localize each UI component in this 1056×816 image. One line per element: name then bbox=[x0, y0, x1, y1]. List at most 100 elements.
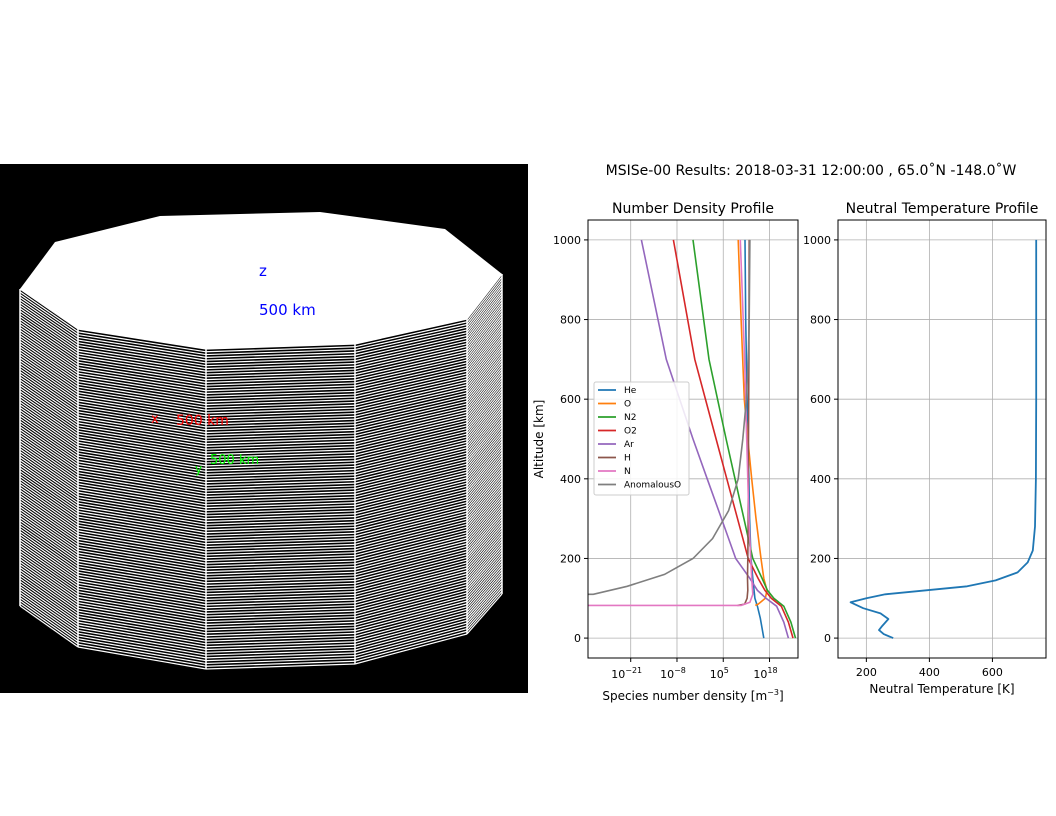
cylinder-stripe-line bbox=[77, 530, 207, 553]
cylinder-stripe-line bbox=[19, 310, 79, 352]
cylinder-stripe-line bbox=[466, 376, 503, 421]
cylinder-stripe-line bbox=[77, 580, 207, 603]
cylinder-stripe-line bbox=[354, 564, 468, 596]
cylinder-stripe-line bbox=[466, 295, 503, 342]
cylinder-stripe-line bbox=[19, 305, 79, 347]
cylinder-stripe-line bbox=[354, 364, 468, 392]
cylinder-stripe-line bbox=[19, 605, 79, 648]
cylinder-stripe-line bbox=[354, 441, 468, 470]
cylinder-stripe-line bbox=[466, 293, 503, 339]
cylinder-stripe-line bbox=[205, 354, 356, 361]
temperature-y-tick-label: 200 bbox=[810, 552, 831, 565]
cylinder-stripe-line bbox=[77, 621, 207, 645]
cylinder-stripe-line bbox=[205, 379, 356, 386]
cylinder-stripe-line bbox=[19, 550, 79, 593]
cylinder-stripe-line bbox=[19, 525, 79, 568]
cylinder-stripe-line bbox=[77, 635, 207, 659]
cylinder-stripe-line bbox=[77, 378, 207, 400]
cylinder-stripe-line bbox=[77, 400, 207, 422]
cylinder-stripe-line bbox=[354, 584, 468, 615]
cylinder-stripe-line bbox=[466, 307, 503, 353]
cylinder-stripe-line bbox=[77, 358, 207, 381]
cylinder-stripe-line bbox=[354, 586, 468, 618]
cylinder-stripe-line bbox=[466, 354, 503, 399]
cylinder-stripe-line bbox=[19, 553, 79, 595]
cylinder-stripe-line bbox=[205, 446, 356, 453]
cylinder-stripe-line bbox=[19, 481, 79, 524]
cylinder-stripe-line bbox=[466, 359, 503, 405]
cylinder-stripe-line bbox=[205, 471, 356, 478]
cylinder-stripe-line bbox=[77, 452, 207, 475]
cylinder-stripe-line bbox=[205, 627, 356, 634]
cylinder-stripe-line bbox=[354, 493, 468, 523]
cylinder-stripe-line bbox=[205, 638, 356, 645]
cylinder-stripe-line bbox=[77, 646, 207, 670]
cylinder-stripe-line bbox=[354, 523, 468, 554]
cylinder-stripe-line bbox=[19, 572, 79, 615]
cylinder-stripe-line bbox=[466, 485, 503, 528]
cylinder-stripe-line bbox=[19, 390, 79, 432]
cylinder-stripe-line bbox=[205, 346, 356, 353]
cylinder-stripe-line bbox=[77, 494, 207, 517]
cylinder-stripe-line bbox=[466, 482, 503, 525]
cylinder-stripe-line bbox=[19, 495, 79, 537]
cylinder-stripe-line bbox=[19, 517, 79, 560]
temperature-y-ticks: 0 200 400 600 800 1000 bbox=[803, 234, 838, 645]
cylinder-stripe-line bbox=[354, 395, 468, 423]
cylinder-stripe-line bbox=[19, 371, 79, 413]
cylinder-stripe-line bbox=[77, 361, 207, 383]
cylinder-stripe-line bbox=[205, 485, 356, 492]
cylinder-stripe-line bbox=[77, 333, 207, 356]
cylinder-stripe-line bbox=[466, 579, 503, 621]
cylinder-stripe-line bbox=[19, 346, 79, 388]
cylinder-stripe-line bbox=[205, 421, 356, 428]
cylinder-stripe-line bbox=[354, 534, 468, 565]
cylinder-stripe-line bbox=[205, 607, 356, 614]
temperature-x-tick-label: 400 bbox=[919, 666, 940, 679]
cylinder-stripe-line bbox=[354, 559, 468, 590]
cylinder-stripe-line bbox=[354, 507, 468, 537]
cylinder-stripe-line bbox=[354, 630, 468, 662]
cylinder-stripe-line bbox=[77, 577, 207, 601]
cylinder-stripe-line bbox=[205, 493, 356, 500]
cylinder-stripe-line bbox=[77, 375, 207, 397]
charts-panel: MSISe-00 Results: 2018-03-31 12:00:00 , … bbox=[532, 162, 1047, 703]
cylinder-stripe-line bbox=[466, 337, 503, 383]
cylinder-stripe-line bbox=[466, 546, 503, 588]
density-y-tick-label: 600 bbox=[560, 393, 581, 406]
cylinder-top-cap bbox=[20, 212, 502, 349]
cylinder-stripe-line bbox=[205, 348, 356, 356]
cylinder-stripe-line bbox=[354, 419, 468, 448]
cylinder-stripe-line bbox=[354, 471, 468, 501]
cylinder-stripe-line bbox=[19, 299, 79, 341]
cylinder-stripe-line bbox=[19, 434, 79, 477]
cylinder-stripe-line bbox=[205, 362, 356, 370]
cylinder-stripe-line bbox=[354, 625, 468, 657]
cylinder-stripe-line bbox=[466, 518, 503, 561]
cylinder-stripe-line bbox=[19, 384, 79, 427]
cylinder-stripe-line bbox=[19, 335, 79, 377]
cylinder-stripe-line bbox=[19, 544, 79, 587]
cylinder-stripe-line bbox=[77, 571, 207, 595]
legend-label-o: O bbox=[624, 400, 631, 410]
cylinder-stripe-line bbox=[19, 511, 79, 554]
cylinder-stripe-line bbox=[354, 485, 468, 515]
cylinder-stripe-line bbox=[354, 490, 468, 520]
cylinder-stripe-line bbox=[19, 351, 79, 394]
cylinder-stripe-line bbox=[19, 555, 79, 598]
cylinder-stripe-line bbox=[19, 602, 79, 645]
cylinder-stripe-line bbox=[77, 508, 207, 531]
cylinder-stripe-line bbox=[77, 491, 207, 514]
cylinder-stripe-line bbox=[466, 309, 503, 355]
legend-label-n: N bbox=[624, 467, 631, 477]
cylinder-stripe-line bbox=[77, 582, 207, 606]
cylinder-stripe-line bbox=[354, 326, 468, 353]
cylinder-stripe-line bbox=[19, 462, 79, 504]
cylinder-stripe-line bbox=[205, 488, 356, 495]
cylinder-stripe-line bbox=[19, 500, 79, 543]
cylinder-stripe-line bbox=[205, 410, 356, 417]
cylinder-stripe-line bbox=[466, 460, 503, 503]
cylinder-stripe-line bbox=[466, 418, 503, 462]
cylinder-stripe-line bbox=[354, 496, 468, 526]
cylinder-stripe-line bbox=[205, 563, 356, 570]
